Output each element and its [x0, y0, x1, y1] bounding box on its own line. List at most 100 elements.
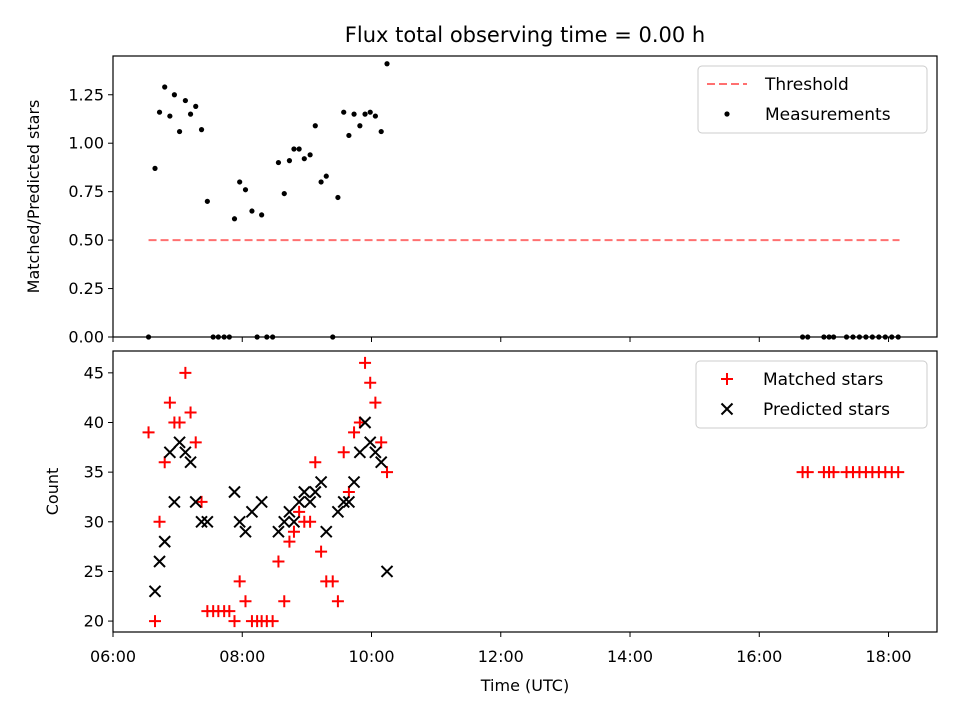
x-tick-label: 10:00: [348, 647, 394, 666]
predicted-star-point: [179, 446, 192, 459]
measurement-point: [167, 113, 173, 119]
top-chart-title: Flux total observing time = 0.00 h: [345, 23, 705, 47]
top-y-tick-label: 0.25: [68, 279, 104, 298]
measurement-point: [182, 97, 188, 104]
predicted-star-point: [163, 446, 177, 459]
matched-star-point: [272, 555, 285, 568]
matched-star-point: [195, 495, 208, 508]
predicted-star-point: [245, 505, 259, 519]
predicted-star-point: [272, 525, 285, 538]
measurement-point: [318, 179, 324, 185]
matched-star-point: [153, 515, 166, 528]
measurement-point: [198, 127, 205, 133]
x-tick-label: 06:00: [90, 647, 136, 666]
measurement-point: [346, 132, 352, 139]
predicted-star-point: [278, 515, 291, 528]
matched-star-point: [228, 615, 241, 628]
matched-star-point: [827, 466, 840, 479]
predicted-star-point: [283, 505, 296, 519]
matched-star-point: [149, 615, 162, 628]
matched-star-point: [326, 575, 339, 588]
predicted-star-point: [314, 475, 328, 489]
matched-star-point: [309, 456, 322, 469]
matched-star-point: [337, 446, 350, 459]
legend-measurements-label: Measurements: [765, 105, 891, 125]
matched-star-point: [287, 525, 300, 538]
top-legend-box: [697, 65, 928, 134]
matched-star-point: [348, 426, 361, 439]
matched-star-point: [239, 595, 252, 608]
x-tick-label: 14:00: [607, 647, 653, 666]
top-panel: 0.00 0.25 0.50 0.75 1.00 1.25 Flux total obse…: [24, 23, 938, 347]
measurement-point: [307, 152, 313, 158]
measurement-point: [291, 146, 297, 152]
predicted-star-point: [189, 495, 202, 509]
predicted-star-point: [369, 446, 382, 459]
measurement-point: [187, 111, 194, 117]
top-y-tick-label: 0.00: [68, 328, 104, 347]
measurement-point: [378, 128, 384, 135]
matched-star-point: [189, 436, 202, 449]
top-y-ticks: 0.00 0.25 0.50 0.75 1.00 1.25: [68, 85, 113, 347]
matched-star-point: [233, 575, 246, 588]
predicted-star-point: [153, 555, 166, 568]
predicted-star-point: [353, 446, 367, 459]
predicted-star-point: [184, 456, 197, 469]
measurement-point: [357, 123, 363, 129]
legend-matched-label: Matched stars: [763, 370, 883, 390]
predicted-star-point: [358, 416, 372, 429]
matched-star-point: [278, 595, 291, 608]
measurement-point: [275, 159, 282, 166]
predicted-star-point: [364, 436, 377, 449]
measurement-point: [162, 84, 168, 90]
x-tick-label: 12:00: [478, 647, 524, 666]
measurement-point: [237, 179, 243, 185]
matched-star-point: [381, 466, 394, 479]
predicted-star-point: [374, 456, 388, 469]
predicted-star-point: [320, 525, 333, 538]
measurement-point: [152, 165, 158, 171]
predicted-star-point: [303, 495, 317, 509]
measurement-point: [384, 61, 390, 67]
x-tick-label: 18:00: [865, 647, 911, 666]
legend-threshold-label: Threshold: [764, 75, 849, 95]
predicted-star-point: [255, 495, 268, 509]
matched-star-point: [375, 436, 388, 449]
top-y-tick-label: 0.50: [68, 231, 104, 250]
top-y-axis-label: Matched/Predicted stars: [24, 100, 43, 294]
measurement-point: [156, 109, 163, 115]
matched-star-point: [359, 356, 372, 369]
matched-star-point: [331, 595, 344, 608]
bottom-y-tick-label: 30: [84, 512, 104, 531]
matched-star-point: [173, 416, 186, 429]
measurement-point: [286, 158, 293, 164]
predicted-star-point: [168, 495, 181, 509]
predicted-star-point: [309, 485, 322, 499]
matched-points-group: [142, 356, 905, 628]
predicted-star-point: [148, 585, 162, 598]
measurement-point: [323, 173, 329, 179]
predicted-star-point: [347, 475, 361, 489]
measurement-points-group: [145, 61, 901, 340]
measurement-point: [351, 111, 357, 117]
predicted-points-group: [148, 416, 394, 598]
predicted-star-point: [173, 436, 186, 449]
measurement-point: [242, 187, 249, 193]
measurement-point: [281, 190, 287, 197]
bottom-x-ticks: 06:00 08:00 10:00 12:00 14:00 16:00 18:00: [90, 632, 912, 666]
predicted-star-point: [201, 515, 214, 528]
predicted-star-point: [287, 515, 301, 528]
matched-star-point: [142, 426, 155, 439]
matched-star-point: [158, 456, 171, 469]
matched-star-point: [293, 505, 306, 518]
predicted-star-point: [228, 485, 241, 499]
predicted-star-point: [239, 525, 252, 538]
bottom-y-tick-label: 35: [84, 463, 104, 482]
predicted-star-point: [342, 495, 356, 509]
top-x-ticks: [112, 337, 890, 342]
bottom-plot-frame: [112, 350, 938, 633]
measurement-point: [176, 128, 183, 135]
measurement-point: [312, 123, 318, 129]
bottom-legend: Matched stars Predicted stars: [695, 360, 928, 429]
predicted-star-point: [298, 485, 311, 499]
